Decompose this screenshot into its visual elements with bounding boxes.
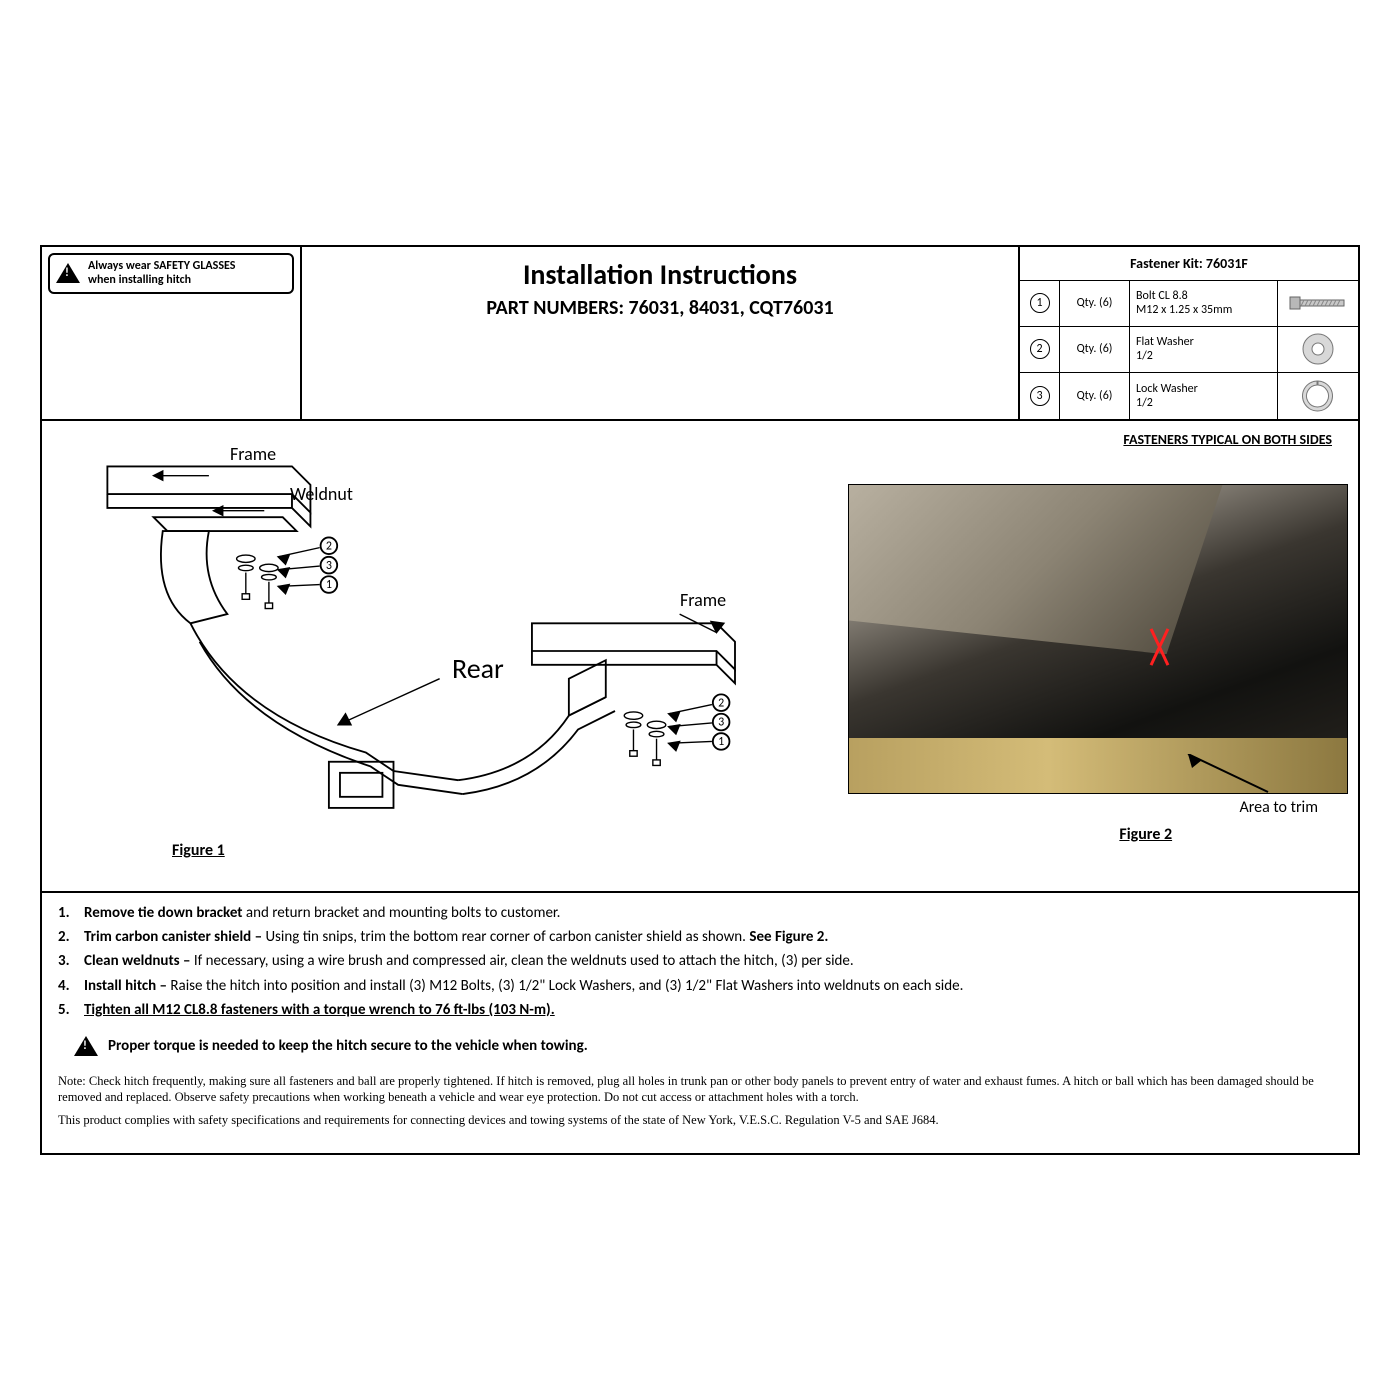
weldnut-label: Weldnut [290, 483, 353, 505]
step-3: 3.Clean weldnuts – If necessary, using a… [58, 951, 1342, 971]
svg-text:2: 2 [326, 539, 332, 553]
legal-notes: Note: Check hitch frequently, making sur… [58, 1074, 1342, 1129]
step-4: 4.Install hitch – Raise the hitch into p… [58, 976, 1342, 996]
step-5: 5.Tighten all M12 CL8.8 fasteners with a… [58, 1000, 1342, 1020]
area-to-trim-label: Area to trim [1239, 798, 1348, 817]
figure-2-caption: Figure 2 [1119, 825, 1172, 844]
figure-1-diagram: 2 3 1 2 3 1 Frame Weldnut Rear Frame Figure … [52, 421, 753, 881]
kit-row: 2 Qty. (6) Flat Washer 1/2 [1020, 327, 1358, 373]
figure-2-photo [848, 484, 1348, 794]
svg-text:2: 2 [718, 696, 724, 710]
svg-text:3: 3 [718, 716, 724, 730]
kit-desc: Lock Washer 1/2 [1130, 373, 1278, 419]
fasteners-typical-note: FASTENERS TYPICAL ON BOTH SIDES [763, 421, 1348, 454]
title-cell: Installation Instructions PART NUMBERS: … [302, 247, 1018, 419]
kit-num: 2 [1020, 327, 1060, 372]
warning-triangle-icon [74, 1036, 98, 1056]
kit-desc: Flat Washer 1/2 [1130, 327, 1278, 372]
note-2: This product complies with safety specif… [58, 1113, 1342, 1129]
safety-warning-box: Always wear SAFETY GLASSES when installi… [48, 253, 294, 294]
kit-qty: Qty. (6) [1060, 373, 1130, 419]
figure-2-wrap: FASTENERS TYPICAL ON BOTH SIDES Area to … [763, 421, 1348, 881]
instruction-steps: 1.Remove tie down bracket and return bra… [42, 893, 1358, 1153]
trim-area-mark [1158, 627, 1198, 667]
flat-washer-icon [1278, 327, 1358, 372]
step-2: 2.Trim carbon canister shield – Using ti… [58, 927, 1342, 947]
kit-desc: Bolt CL 8.8 M12 x 1.25 x 35mm [1130, 281, 1278, 326]
torque-warning: Proper torque is needed to keep the hitc… [74, 1036, 1342, 1056]
safety-line1: Always wear SAFETY GLASSES [88, 259, 235, 273]
rear-label: Rear [452, 651, 504, 686]
svg-text:3: 3 [326, 559, 332, 573]
kit-qty: Qty. (6) [1060, 327, 1130, 372]
step-1: 1.Remove tie down bracket and return bra… [58, 903, 1342, 923]
bolt-icon [1278, 281, 1358, 326]
kit-num: 3 [1020, 373, 1060, 419]
safety-line2: when installing hitch [88, 273, 235, 287]
frame-label-right: Frame [680, 589, 726, 611]
part-numbers: PART NUMBERS: 76031, 84031, CQT76031 [312, 296, 1008, 320]
safety-text: Always wear SAFETY GLASSES when installi… [88, 259, 235, 288]
fastener-kit-table: Fastener Kit: 76031F 1 Qty. (6) Bolt CL … [1018, 247, 1358, 419]
warning-triangle-icon [56, 263, 80, 283]
svg-text:1: 1 [326, 578, 332, 592]
kit-row: 1 Qty. (6) Bolt CL 8.8 M12 x 1.25 x 35mm [1020, 281, 1358, 327]
frame-label-left: Frame [230, 443, 276, 465]
kit-qty: Qty. (6) [1060, 281, 1130, 326]
svg-text:1: 1 [718, 735, 724, 749]
instruction-sheet: Always wear SAFETY GLASSES when installi… [40, 245, 1360, 1155]
safety-cell: Always wear SAFETY GLASSES when installi… [42, 247, 302, 419]
kit-row: 3 Qty. (6) Lock Washer 1/2 [1020, 373, 1358, 419]
page-title: Installation Instructions [312, 257, 1008, 292]
note-1: Note: Check hitch frequently, making sur… [58, 1074, 1342, 1105]
figures-row: 2 3 1 2 3 1 Frame Weldnut Rear Frame Figure … [42, 421, 1358, 893]
kit-header: Fastener Kit: 76031F [1020, 247, 1358, 281]
figure-1-caption: Figure 1 [172, 841, 225, 860]
header-row: Always wear SAFETY GLASSES when installi… [42, 247, 1358, 421]
kit-num: 1 [1020, 281, 1060, 326]
lock-washer-icon [1278, 373, 1358, 419]
